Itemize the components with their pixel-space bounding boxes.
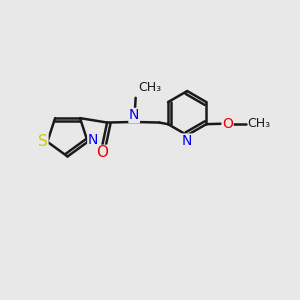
Text: N: N [182,134,192,148]
Text: N: N [129,109,140,122]
Text: S: S [38,134,48,149]
Text: CH₃: CH₃ [247,117,270,130]
Text: O: O [96,146,108,160]
Text: O: O [222,117,233,130]
Text: N: N [88,134,98,147]
Text: CH₃: CH₃ [138,81,161,94]
